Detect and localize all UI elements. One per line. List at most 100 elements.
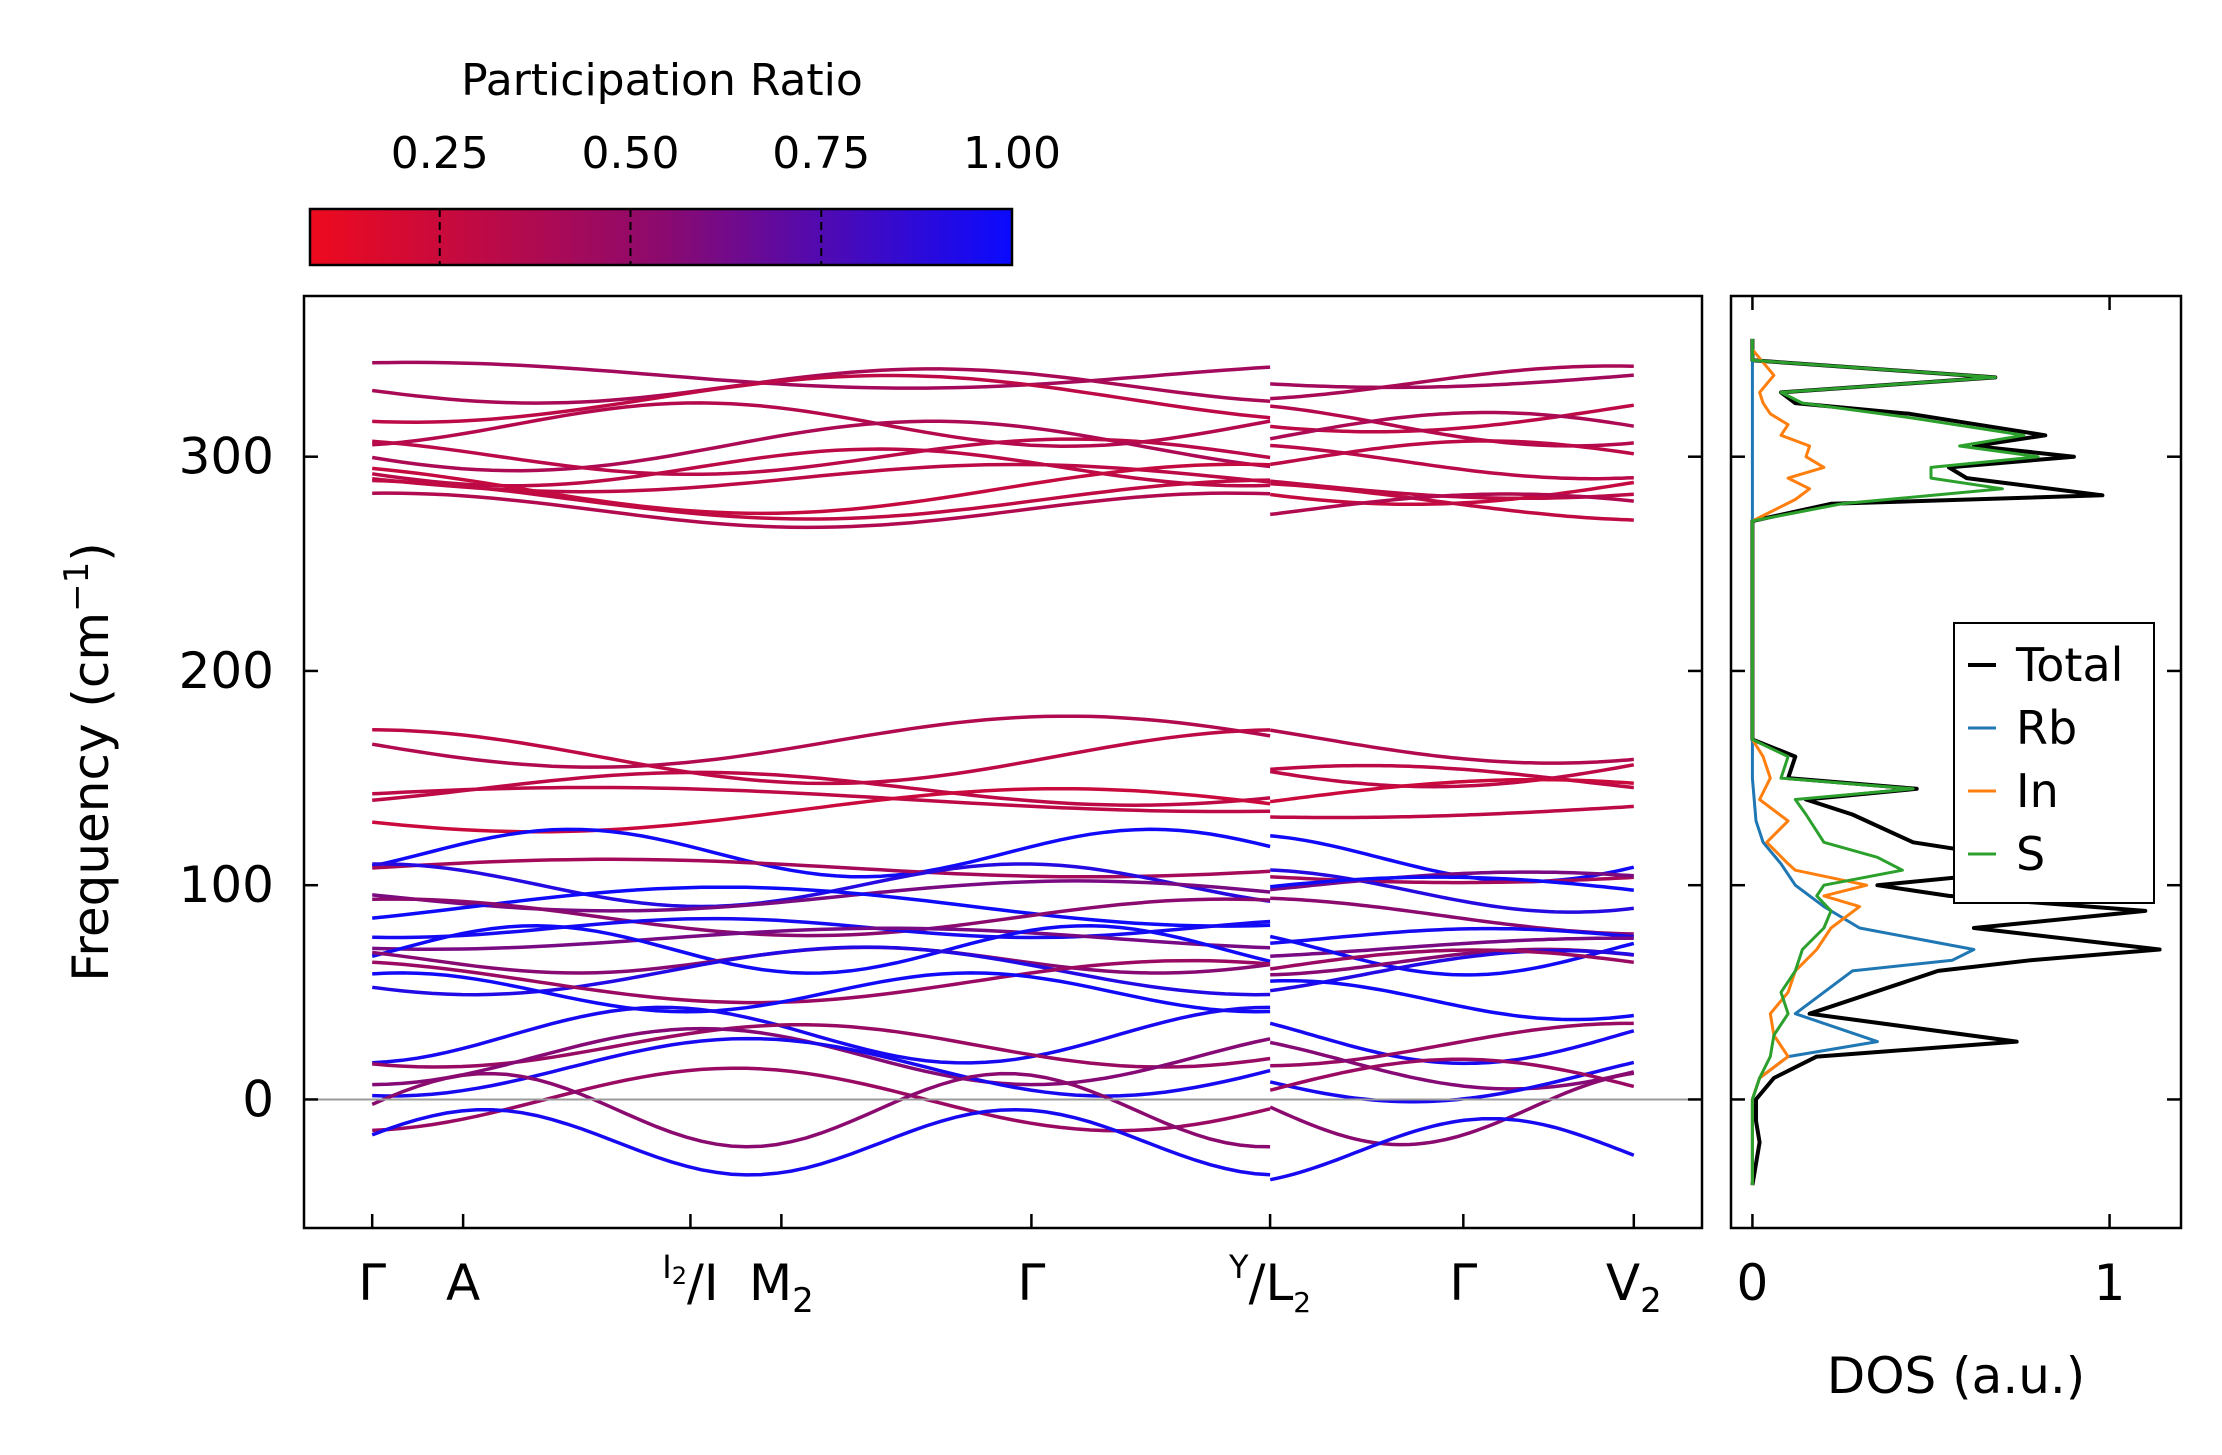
dos-x-tick-label: 0 <box>1737 1254 1769 1312</box>
phonon-band-line <box>371 945 1271 975</box>
phonon-band-line <box>371 419 1271 473</box>
phonon-band-line <box>372 926 1271 951</box>
phonon-band-line <box>1269 410 1635 441</box>
k-label-main: /L <box>1249 1254 1294 1312</box>
phonon-band-line <box>1269 1116 1635 1182</box>
phonon-band-line <box>1270 978 1634 1022</box>
phonon-band-line <box>1270 364 1634 401</box>
phonon-band-line <box>1269 1021 1635 1066</box>
band-y-tick-label: 100 <box>179 856 274 914</box>
colorbar-tick-label: 0.75 <box>772 128 870 179</box>
k-label-main: A <box>446 1254 480 1312</box>
dos-curves <box>1750 338 2162 1186</box>
phonon-band-line <box>1270 443 1634 481</box>
phonon-band-line <box>1269 934 1635 977</box>
phonon-band-line <box>372 770 1271 807</box>
band-y-tick-label: 200 <box>179 642 274 700</box>
colorbar: Participation Ratio 0.25 0.50 0.75 1.00 <box>308 55 1061 267</box>
k-tick-label: I2/I <box>662 1248 718 1312</box>
phonon-band-line <box>371 714 1271 769</box>
phonon-band-line <box>372 857 1271 879</box>
phonon-band-line <box>1270 373 1634 390</box>
colorbar-gradient <box>308 207 1014 267</box>
band-k-path-ticks: Γ A I2/I M2 Γ Y/L2 Γ V2 <box>358 1214 1662 1321</box>
colorbar-title: Participation Ratio <box>461 55 863 106</box>
k-tick-label: V2 <box>1606 1254 1662 1321</box>
k-tick-label: Γ <box>1017 1254 1045 1312</box>
band-axes-frame <box>302 294 1704 1230</box>
colorbar-ticks: 0.25 0.50 0.75 1.00 <box>391 128 1061 265</box>
phonon-band-line <box>372 885 1271 928</box>
band-y-ticks: 0 100 200 300 <box>179 428 1702 1128</box>
y-axis-label-superscript: −1 <box>57 562 97 612</box>
dos-x-tick-label: 1 <box>2094 1254 2126 1312</box>
phonon-band-line <box>1269 1040 1635 1091</box>
phonon-band-line <box>372 401 1271 448</box>
phonon-band-line <box>371 1071 1271 1149</box>
phonon-band-line <box>372 462 1271 516</box>
phonon-band-line <box>1270 1021 1634 1068</box>
phonon-band-line <box>372 1036 1271 1098</box>
colorbar-tick-label: 0.50 <box>581 128 679 179</box>
phonon-band-line <box>1270 403 1635 434</box>
phonon-band-line <box>1269 439 1635 467</box>
phonon-band-line <box>371 447 1271 488</box>
phonon-band-line <box>1270 763 1634 790</box>
phonon-band-line <box>371 945 1271 997</box>
phonon-band-line <box>1270 481 1634 522</box>
phonon-band-line <box>1270 926 1634 946</box>
colorbar-tick-label: 0.25 <box>391 128 489 179</box>
phonon-band-line <box>1269 948 1634 993</box>
k-label-subscript: 2 <box>1640 1281 1662 1321</box>
phonon-band-line <box>1269 948 1635 971</box>
legend-box <box>1953 622 2155 904</box>
dos-series-s <box>1750 338 2040 1186</box>
phonon-band-line <box>372 1005 1271 1065</box>
phonon-band-line <box>1270 804 1634 820</box>
phonon-band-line <box>372 916 1271 940</box>
phonon-band-line <box>1270 492 1634 517</box>
phonon-band-line <box>372 491 1271 530</box>
colorbar-tick-label: 1.00 <box>963 128 1061 179</box>
k-tick-label: A <box>446 1254 480 1312</box>
k-label-main: Γ <box>1449 1254 1477 1312</box>
phonon-band-line <box>372 478 1271 521</box>
legend-label: Total <box>2015 638 2123 692</box>
k-label-main: M <box>749 1254 792 1312</box>
phonon-band-line <box>372 728 1271 786</box>
phonon-band-line <box>1269 728 1634 765</box>
phonon-bands <box>371 360 1635 1182</box>
k-label-superscript-sub: 2 <box>672 1262 687 1290</box>
k-label-subscript: 2 <box>1293 1286 1311 1319</box>
phonon-band-line <box>372 437 1271 477</box>
phonon-band-line <box>371 924 1271 975</box>
phonon-band-line <box>1269 763 1635 789</box>
phonon-band-line <box>1270 870 1634 892</box>
k-label-superscript: I <box>662 1248 671 1286</box>
band-y-tick-label: 300 <box>179 428 274 486</box>
y-axis-label-main: Frequency (cm <box>62 612 120 982</box>
phonon-band-line <box>1269 1071 1635 1147</box>
legend-label: S <box>2016 827 2045 881</box>
k-tick-label: Y/L2 <box>1228 1248 1311 1319</box>
y-axis-label-close: ) <box>62 542 120 562</box>
y-axis-label: Frequency (cm−1) <box>57 542 120 982</box>
k-label-subscript: 2 <box>792 1281 814 1321</box>
phonon-band-line <box>372 785 1271 814</box>
legend-label: In <box>2016 764 2059 818</box>
k-label-main: Γ <box>1017 1254 1045 1312</box>
legend-label: Rb <box>2016 701 2077 755</box>
phonon-band-line <box>371 827 1271 879</box>
phonon-band-line <box>1270 875 1634 892</box>
k-tick-label: Γ <box>1449 1254 1477 1312</box>
k-label-superscript: Y <box>1228 1248 1249 1286</box>
dos-legend: Total Rb In S <box>1953 622 2155 904</box>
k-label-main: V <box>1606 1254 1640 1312</box>
phonon-band-line <box>372 862 1271 909</box>
phonon-band-line <box>1270 868 1634 914</box>
phonon-band-line <box>372 958 1271 1005</box>
phonon-band-line <box>372 897 1271 938</box>
phonon-band-line <box>372 360 1271 390</box>
